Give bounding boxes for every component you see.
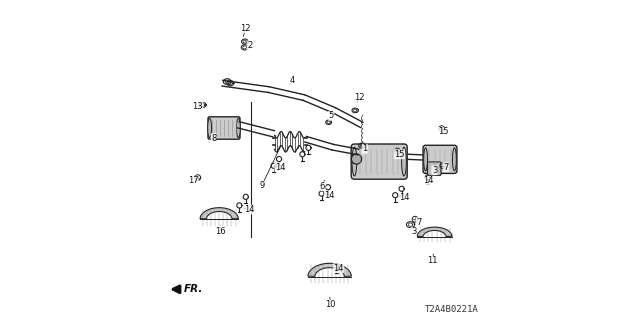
Text: FR.: FR. [184, 284, 203, 294]
Text: 17: 17 [188, 176, 198, 185]
Ellipse shape [352, 147, 357, 176]
Text: 14: 14 [333, 264, 344, 273]
Ellipse shape [237, 118, 241, 138]
Ellipse shape [452, 148, 456, 171]
Text: 3: 3 [432, 166, 437, 175]
Text: 1: 1 [362, 144, 367, 153]
Text: 16: 16 [215, 228, 225, 236]
Text: 10: 10 [325, 300, 336, 309]
Text: 12: 12 [241, 24, 251, 33]
Text: 5: 5 [328, 111, 334, 120]
Text: 14: 14 [324, 191, 335, 200]
Text: 3: 3 [411, 228, 417, 236]
Text: 12: 12 [355, 93, 365, 102]
FancyBboxPatch shape [428, 162, 441, 175]
Text: 14: 14 [399, 193, 410, 202]
Text: 14: 14 [424, 176, 434, 185]
Text: 13: 13 [193, 102, 203, 111]
Text: 14: 14 [244, 205, 254, 214]
FancyBboxPatch shape [351, 144, 407, 179]
Text: 7: 7 [416, 218, 421, 227]
Text: 8: 8 [211, 134, 216, 143]
Text: T2A4B0221A: T2A4B0221A [425, 305, 479, 314]
Polygon shape [308, 263, 351, 276]
Text: 7: 7 [443, 163, 449, 172]
Text: 11: 11 [428, 256, 438, 265]
Text: 4: 4 [289, 76, 294, 85]
Text: 9: 9 [259, 181, 264, 190]
Text: 2: 2 [247, 41, 252, 50]
Ellipse shape [424, 148, 428, 171]
Text: 14: 14 [275, 163, 285, 172]
Ellipse shape [402, 147, 406, 176]
FancyBboxPatch shape [423, 145, 457, 173]
Polygon shape [417, 227, 452, 236]
Text: 6: 6 [320, 182, 325, 191]
Polygon shape [200, 208, 238, 219]
Text: 15: 15 [394, 150, 404, 159]
Ellipse shape [208, 118, 211, 138]
FancyBboxPatch shape [208, 117, 240, 139]
Text: 15: 15 [438, 127, 448, 136]
Circle shape [351, 154, 362, 164]
